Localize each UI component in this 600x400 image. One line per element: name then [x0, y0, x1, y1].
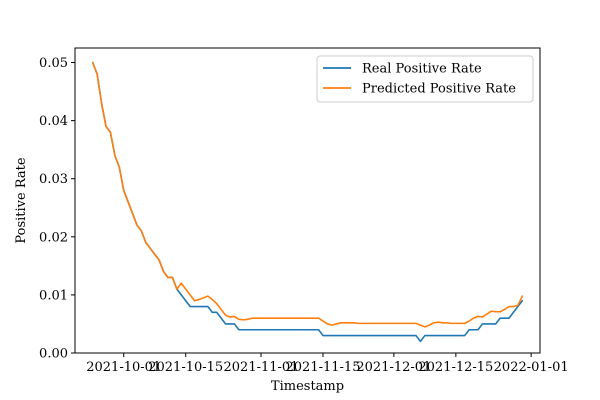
y-tick-label: 0.01 [39, 288, 68, 303]
x-tick-label: 2022-01-01 [494, 360, 569, 375]
x-tick-label: 2021-10-01 [86, 360, 161, 375]
legend-label: Predicted Positive Rate [362, 82, 516, 97]
x-tick-label: 2021-11-01 [224, 360, 299, 375]
x-tick-label: 2021-10-15 [148, 360, 223, 375]
x-tick-label: 2021-11-15 [286, 360, 361, 375]
axes-frame [74, 47, 541, 354]
x-axis-label: Timestamp [271, 379, 344, 394]
y-tick-label: 0.03 [39, 172, 68, 187]
legend: Real Positive Rate Predicted Positive Rat… [316, 55, 534, 103]
y-axis: 0.00 0.01 0.02 0.03 0.04 0.05 [39, 56, 75, 362]
legend-label: Real Positive Rate [362, 62, 482, 77]
x-tick-label: 2021-12-15 [418, 360, 493, 375]
y-tick-label: 0.02 [39, 230, 68, 245]
y-tick-label: 0.05 [39, 56, 68, 71]
series-line-predicted-positive-rate [91, 61, 524, 328]
y-tick-label: 0.00 [39, 347, 68, 362]
x-tick-label: 2021-12-01 [356, 360, 431, 375]
y-tick-label: 0.04 [39, 114, 68, 129]
y-axis-label: Positive Rate [14, 157, 29, 243]
series-layer [91, 61, 524, 343]
legend-box [316, 55, 534, 103]
plot-area [74, 47, 541, 354]
